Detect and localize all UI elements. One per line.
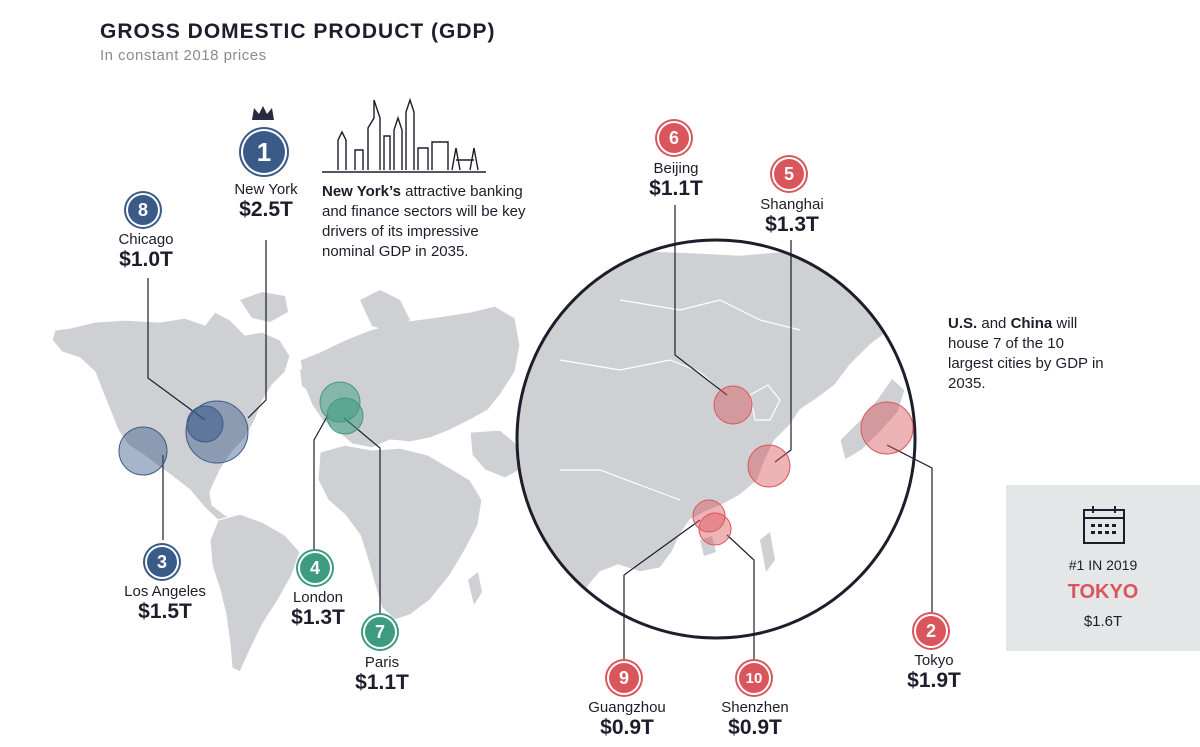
bubble-beijing [713, 385, 753, 425]
city-value: $1.3T [291, 606, 345, 629]
highlight-city: TOKYO [1067, 581, 1139, 603]
bubble-los-angeles [118, 426, 168, 476]
crown-icon [252, 106, 274, 120]
uk-land [300, 362, 316, 392]
rank-badge-7: 7 [365, 617, 395, 647]
rank-badge-3: 3 [147, 547, 177, 577]
note-mid: and [977, 315, 1011, 332]
rank-badge-4: 4 [300, 553, 330, 583]
china-note: U.S. and China will house 7 of the 10 la… [948, 314, 1108, 394]
city-label-shanghai: Shanghai $1.3T [760, 196, 823, 237]
note-bold-us: U.S. [948, 315, 978, 332]
city-label-new-york: New York $2.5T [234, 181, 297, 222]
city-label-guangzhou: Guangzhou $0.9T [588, 699, 666, 740]
city-value: $1.1T [355, 671, 409, 694]
page-title: GROSS DOMESTIC PRODUCT (GDP) [100, 20, 496, 43]
city-name: Chicago [118, 231, 174, 248]
city-label-london: London $1.3T [291, 589, 345, 630]
leader-lines [147, 205, 933, 664]
north-america-land [51, 311, 291, 529]
highlight-rank: #1 IN 2019 [1068, 557, 1138, 573]
note-text: will house 7 of the 10 largest cities by… [948, 315, 1104, 392]
city-name: New York [234, 181, 298, 198]
city-value: $0.9T [728, 716, 782, 739]
rank-badge-2: 2 [916, 616, 946, 646]
bubble-chicago [186, 405, 224, 443]
south-america-land [209, 513, 301, 673]
greenland-land [240, 292, 288, 322]
city-name: Guangzhou [588, 699, 666, 716]
note-bold: New York’s [322, 183, 401, 200]
city-value: $1.9T [907, 669, 961, 692]
bubble-tokyo [860, 401, 914, 455]
city-label-shenzhen: Shenzhen $0.9T [721, 699, 789, 740]
rank-badge-5: 5 [774, 159, 804, 189]
note-text: attractive banking and finance sectors w… [322, 183, 526, 260]
scandinavia-land [360, 290, 410, 332]
bubble-paris [326, 397, 364, 435]
new-york-note: New York’s attractive banking and financ… [322, 182, 532, 262]
city-label-tokyo: Tokyo $1.9T [907, 652, 961, 693]
city-name: Beijing [653, 160, 699, 177]
tokyo-2019-box: #1 IN 2019 TOKYO $1.6T [1006, 485, 1200, 651]
highlight-value: $1.6T [1083, 613, 1123, 630]
rank-badge-9: 9 [609, 663, 639, 693]
city-bubbles [118, 381, 914, 546]
city-value: $1.0T [119, 248, 173, 271]
city-name: Shanghai [760, 196, 824, 213]
city-value: $1.5T [138, 600, 192, 623]
city-name: Tokyo [914, 652, 954, 669]
middle-east-land [469, 429, 521, 479]
rank-badge-6: 6 [659, 123, 689, 153]
madagascar-land [468, 572, 482, 605]
bubble-shenzhen [698, 512, 732, 546]
bubble-shanghai [747, 444, 791, 488]
city-name: Los Angeles [124, 583, 206, 600]
new-york-skyline-icon [322, 97, 486, 173]
city-label-paris: Paris $1.1T [355, 654, 409, 695]
rank-badge-8: 8 [128, 195, 158, 225]
city-name: Shenzhen [721, 699, 789, 716]
city-value: $1.1T [649, 177, 703, 200]
city-name: Paris [364, 654, 400, 671]
rank-badge-10: 10 [739, 663, 769, 693]
africa-land [317, 444, 483, 621]
city-value: $1.3T [765, 213, 819, 236]
city-label-beijing: Beijing $1.1T [649, 160, 703, 201]
calendar-icon [1083, 506, 1125, 544]
page-subtitle: In constant 2018 prices [100, 47, 267, 64]
city-value: $2.5T [239, 198, 293, 221]
city-value: $0.9T [600, 716, 654, 739]
rank-badge-1: 1 [243, 131, 285, 173]
city-name: London [292, 589, 344, 606]
city-label-chicago: Chicago $1.0T [118, 231, 173, 272]
city-label-los-angeles: Los Angeles $1.5T [124, 583, 206, 624]
note-bold-china: China [1010, 315, 1053, 332]
